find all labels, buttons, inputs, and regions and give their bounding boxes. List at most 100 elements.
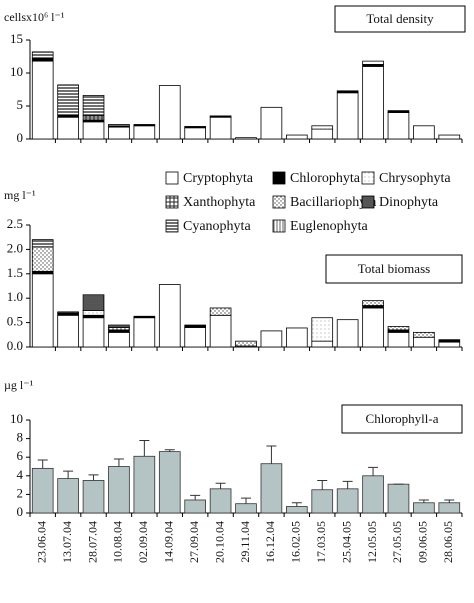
bar-segment — [82, 95, 105, 117]
error-bar — [37, 459, 48, 469]
bar — [57, 478, 79, 514]
bar — [31, 467, 54, 514]
error-bar — [88, 474, 99, 481]
bar-segment — [235, 340, 257, 347]
bar-segment — [82, 294, 105, 311]
x-tick-label: 28.07.04 — [85, 521, 99, 563]
bar-segment — [158, 284, 181, 348]
x-tick-label: 20.10.04 — [212, 521, 226, 563]
y-tick-label: 2.0 — [7, 240, 23, 255]
legend-swatch — [165, 171, 179, 185]
y-tick-label: 10 — [10, 411, 23, 426]
y-axis-label: mg l⁻¹ — [4, 188, 36, 202]
legend-swatch — [272, 195, 286, 209]
bar-segment — [82, 309, 105, 316]
bar — [387, 483, 410, 514]
bar — [108, 466, 130, 514]
x-tick-label: 27.09.04 — [187, 521, 201, 563]
error-bar — [113, 458, 124, 467]
bar-segment — [413, 336, 435, 348]
legend-swatch — [272, 219, 286, 233]
x-tick-label: 29.11.04 — [238, 521, 252, 563]
error-bar — [444, 499, 455, 503]
y-tick-label: 6 — [17, 448, 24, 463]
error-bar — [164, 449, 175, 452]
bar-segment — [57, 84, 79, 116]
bar-segment — [108, 126, 130, 140]
error-bar — [291, 502, 302, 507]
legend-label: Dinophyta — [379, 195, 439, 210]
y-tick-label: 4 — [17, 467, 24, 482]
x-tick-label: 16.02.05 — [289, 521, 303, 563]
bar-segment — [184, 327, 206, 348]
y-tick-label: 1.5 — [7, 265, 23, 280]
bar-segment — [133, 125, 156, 140]
error-bar — [266, 445, 277, 464]
y-axis-label: µg l⁻¹ — [4, 378, 34, 392]
bar-segment — [362, 300, 384, 306]
bar — [438, 502, 461, 514]
bar-segment — [82, 317, 105, 348]
y-tick-label: 0 — [17, 130, 24, 145]
error-bar — [241, 497, 251, 504]
bar-segment — [57, 314, 79, 348]
bar — [311, 489, 334, 514]
bar-segment — [184, 126, 206, 129]
bar — [209, 488, 232, 514]
title-box — [334, 5, 466, 33]
legend-label: Chrysophyta — [379, 171, 451, 186]
y-tick-label: 0.5 — [7, 314, 23, 329]
bar-segment — [82, 115, 105, 121]
y-tick-label: 2.5 — [7, 216, 23, 231]
x-tick-label: 25.04.05 — [339, 521, 353, 563]
x-tick-label: 27.05.05 — [390, 521, 404, 563]
y-tick-label: 0 — [17, 504, 24, 519]
x-tick-label: 28.06.05 — [441, 521, 455, 563]
bar — [133, 455, 156, 514]
bar-segment — [158, 85, 181, 140]
bar-segment — [286, 134, 308, 140]
bar-segment — [438, 341, 461, 348]
bar-segment — [311, 317, 334, 342]
y-tick-label: 2 — [17, 485, 24, 500]
error-bar — [418, 499, 429, 503]
bar-segment — [260, 106, 283, 140]
x-tick-label: 17.03.05 — [314, 521, 328, 563]
x-tick-label: 10.08.04 — [111, 521, 125, 563]
error-bar — [139, 439, 150, 457]
chart-title: Total biomass — [358, 261, 430, 276]
error-bar — [63, 470, 74, 479]
error-bar — [215, 482, 226, 489]
bar-segment — [311, 128, 334, 140]
bar-segment — [57, 311, 79, 314]
bar-segment — [82, 121, 105, 140]
bar-segment — [31, 273, 54, 348]
x-tick-label: 14.09.04 — [162, 521, 176, 563]
y-tick-label: 1.0 — [7, 289, 23, 304]
bar-segment — [362, 66, 384, 140]
y-tick-label: 8 — [17, 430, 24, 445]
bar-segment — [133, 124, 156, 127]
legend-swatch — [361, 171, 375, 185]
bar-segment — [286, 327, 308, 348]
bar — [362, 475, 384, 514]
bar-segment — [31, 246, 54, 272]
bar-segment — [311, 340, 334, 348]
bar-segment — [209, 115, 232, 118]
y-axis-label: cellsx10⁶ l⁻¹ — [4, 10, 65, 24]
bar — [286, 506, 308, 514]
bar — [235, 503, 257, 514]
bar-segment — [260, 330, 283, 348]
legend-label: Bacillariophyta — [290, 195, 377, 210]
x-tick-label: 02.09.04 — [136, 521, 150, 563]
legend-label: Chlorophyta — [290, 171, 361, 186]
error-bar — [342, 480, 353, 489]
y-tick-label: 10 — [10, 64, 23, 79]
chart-title: Total density — [366, 11, 434, 26]
bar-segment — [336, 92, 359, 140]
bar-segment — [57, 116, 79, 140]
x-tick-label: 09.06.05 — [416, 521, 430, 563]
bar-segment — [438, 134, 461, 140]
bar-segment — [362, 60, 384, 65]
